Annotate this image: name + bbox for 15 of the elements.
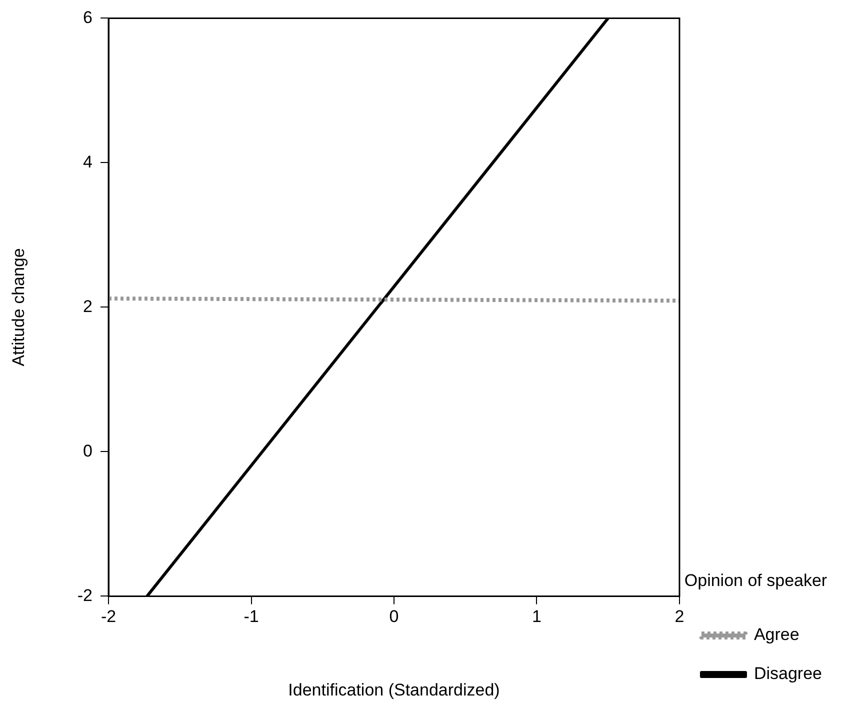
y-tick-label: 2	[83, 296, 93, 316]
y-tick-label: 0	[83, 441, 93, 460]
legend-label: Agree	[754, 625, 800, 644]
legend-label: Disagree	[754, 664, 822, 684]
y-axis-title: Attitude change	[8, 248, 28, 366]
x-tick-label: 1	[532, 607, 542, 626]
x-tick-label: 2	[674, 607, 684, 626]
x-tick-label: -2	[100, 607, 116, 626]
x-tick-label: 0	[389, 607, 399, 626]
y-tick-label: -2	[77, 586, 93, 605]
y-tick-label: 6	[83, 8, 93, 27]
x-axis-title: Identification (Standardized)	[288, 680, 500, 700]
y-tick-label: 4	[83, 152, 93, 172]
legend-title: Opinion of speaker	[684, 570, 828, 590]
x-tick-label: -1	[244, 607, 259, 626]
